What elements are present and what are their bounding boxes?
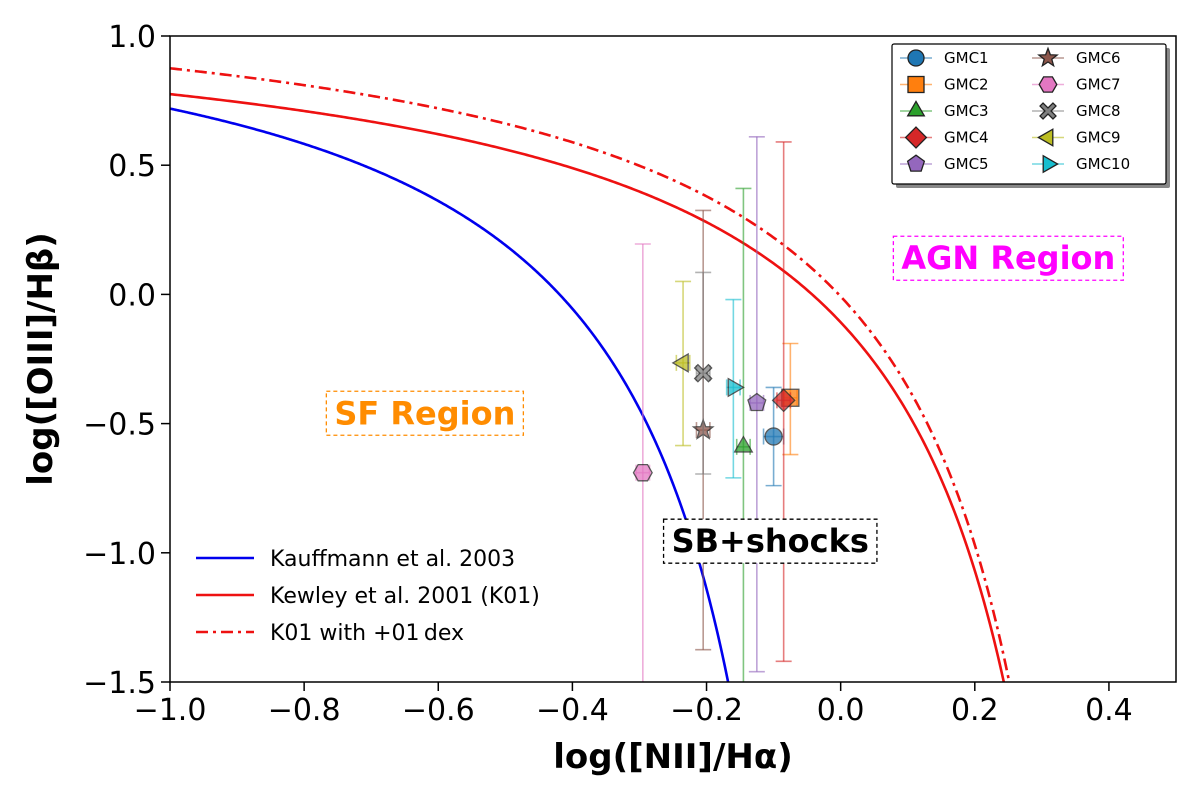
data-point-gmc1 — [764, 427, 783, 446]
plot-frame — [169, 35, 1177, 683]
marker-legend: GMC1 GMC2 GMC3 GMC4 GMC5 GMC6 GMC7 GMC8 GMC9 GMC1… — [891, 43, 1170, 188]
y-tick-label: −1.0 — [83, 537, 156, 572]
y-tick-label: −1.5 — [83, 666, 156, 701]
series-gmc4 — [771, 141, 796, 663]
series-gmc9 — [671, 280, 692, 447]
line-legend: Kauffmann et al. 2003 Kewley et al. 2001 … — [196, 547, 540, 646]
marker-legend-symbol-gmc9 — [1037, 128, 1054, 147]
marker-legend-symbol-gmc7 — [1038, 76, 1058, 93]
x-tick-label: −0.8 — [268, 693, 341, 728]
marker-legend-label-gmc9: GMC9 — [1076, 129, 1121, 147]
marker-legend-label-gmc8: GMC8 — [1076, 102, 1121, 120]
region-box-2 — [325, 390, 525, 436]
x-axis-title: log([NII]/Hα) — [553, 737, 793, 777]
marker-legend-symbol-gmc2 — [907, 75, 925, 94]
annotation-layer: AGN Region SF Region SB+shocks — [325, 235, 1124, 564]
data-point-gmc8 — [693, 363, 713, 383]
marker-legend-label-gmc7: GMC7 — [1076, 76, 1121, 94]
data-point-gmc9 — [671, 352, 689, 373]
series-gmc10 — [725, 298, 745, 479]
marker-legend-label-gmc10: GMC10 — [1076, 155, 1130, 173]
y-tick-label: 1.0 — [108, 20, 156, 55]
marker-legend-symbol-gmc4 — [904, 126, 928, 149]
y-tick-label: 0.0 — [108, 278, 156, 313]
marker-legend-symbol-gmc1 — [907, 49, 925, 67]
series-gmc3 — [733, 187, 754, 682]
data-point-gmc7 — [632, 463, 653, 482]
marker-legend-symbol-gmc3 — [906, 100, 926, 117]
region-label-3: SB+shocks — [672, 522, 869, 560]
region-label-1: AGN Region — [901, 239, 1115, 277]
region-label-2: SF Region — [334, 394, 515, 432]
marker-legend-symbol-gmc5 — [906, 154, 926, 172]
marker-legend-box — [891, 43, 1167, 185]
marker-legend-label-gmc3: GMC3 — [944, 102, 989, 120]
marker-legend-label-gmc2: GMC2 — [944, 76, 989, 94]
x-tick-label: −0.6 — [402, 693, 475, 728]
marker-legend-symbol-gmc6 — [1037, 46, 1059, 68]
marker-legend-label-gmc1: GMC1 — [944, 49, 989, 67]
series-gmc7 — [632, 243, 653, 682]
x-tick-label: 0.2 — [951, 693, 999, 728]
points-layer — [632, 135, 800, 682]
curve-2 — [170, 92, 1006, 682]
data-point-gmc4 — [771, 388, 796, 413]
data-point-gmc5 — [747, 392, 767, 412]
x-tick-label: 0.0 — [817, 693, 865, 728]
curve-1 — [170, 107, 730, 682]
x-tick-label: −0.2 — [670, 693, 743, 728]
region-box-3 — [662, 518, 878, 564]
line-legend-label-2: Kewley et al. 2001 (K01) — [270, 584, 540, 609]
ticks-layer: −1.0 −0.8 −0.6 −0.4 −0.2 0.0 0.2 0.4−1.5−1.0−0.… — [83, 20, 1133, 728]
y-axis-title: log([OIII]/Hβ) — [21, 232, 61, 486]
line-legend-label-1: Kauffmann et al. 2003 — [270, 547, 515, 572]
x-tick-label: 0.4 — [1085, 693, 1133, 728]
data-point-gmc3 — [733, 435, 754, 453]
data-point-gmc10 — [727, 377, 745, 398]
series-gmc5 — [747, 135, 767, 673]
marker-legend-symbol-gmc10 — [1042, 154, 1059, 174]
x-tick-label: −0.4 — [536, 693, 609, 728]
x-tick-label: −1.0 — [134, 693, 207, 728]
y-tick-label: −0.5 — [83, 408, 156, 443]
series-gmc8 — [693, 271, 713, 475]
marker-legend-label-gmc4: GMC4 — [944, 129, 989, 147]
y-tick-label: 0.5 — [108, 149, 156, 184]
marker-legend-symbol-gmc8 — [1039, 102, 1057, 120]
curve-3 — [170, 66, 1011, 682]
curves-layer — [170, 66, 1011, 682]
marker-legend-label-gmc5: GMC5 — [944, 155, 989, 173]
line-legend-label-3: K01 with +01 dex — [270, 621, 464, 646]
marker-legend-label-gmc6: GMC6 — [1076, 49, 1121, 67]
region-box-1 — [892, 235, 1124, 281]
